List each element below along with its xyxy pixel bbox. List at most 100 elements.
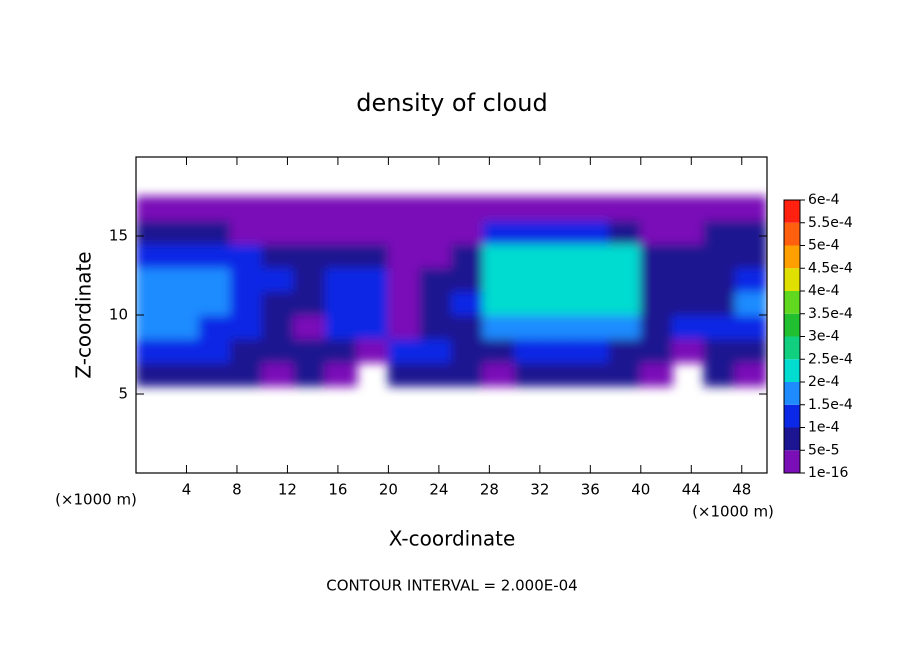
contour-cell	[734, 361, 767, 387]
contour-cell	[324, 290, 358, 316]
contour-cell	[230, 219, 263, 245]
contour-cell	[671, 196, 705, 221]
x-tick-label: 12	[278, 481, 297, 499]
contour-cell	[451, 290, 484, 316]
contour-cell	[324, 361, 358, 387]
contour-cell	[419, 338, 452, 363]
colorbar-swatch	[784, 313, 800, 337]
colorbar-label: 5e-5	[808, 442, 839, 458]
contour-cell	[230, 196, 263, 221]
contour-cell	[703, 361, 736, 387]
contour-cell	[136, 314, 169, 340]
contour-cell	[293, 338, 326, 363]
contour-cell	[293, 219, 326, 245]
chart-title: density of cloud	[356, 89, 547, 117]
colorbar-label: 4.5e-4	[808, 260, 853, 276]
contour-cell	[136, 243, 169, 269]
contour-cell	[451, 219, 484, 245]
contour-cell	[324, 314, 358, 340]
contour-cell	[545, 196, 579, 221]
x-tick-label: 16	[328, 481, 347, 499]
contour-cell	[671, 338, 705, 363]
x-unit-right: (×1000 m)	[692, 503, 774, 521]
colorbar-label: 4e-4	[808, 283, 840, 299]
y-axis-label: Z-coordinate	[72, 251, 96, 378]
x-tick-label: 8	[232, 481, 242, 499]
contour-cell	[734, 219, 767, 245]
contour-cell	[640, 338, 673, 363]
colorbar-swatch	[784, 427, 800, 451]
y-tick-label: 5	[118, 385, 128, 403]
contour-cell	[577, 361, 610, 387]
contour-cell	[167, 314, 200, 340]
colorbar-swatch	[784, 245, 800, 269]
contour-cell	[261, 338, 295, 363]
contour-cell	[577, 338, 610, 363]
contour-cell	[703, 314, 736, 340]
contour-cell	[419, 196, 452, 221]
contour-cell	[608, 196, 642, 221]
contour-cell	[640, 219, 673, 245]
contour-cell	[514, 196, 547, 221]
contour-cell	[703, 290, 736, 316]
contour-cell	[671, 290, 705, 316]
contour-cell	[356, 196, 389, 221]
contour-cell	[608, 243, 642, 269]
contour-cell	[387, 196, 421, 221]
contour-cell	[167, 338, 200, 363]
contour-cell	[703, 196, 736, 221]
x-tick-label: 40	[631, 481, 650, 499]
contour-cell	[324, 196, 358, 221]
contour-cell	[545, 267, 579, 292]
contour-cell	[167, 361, 200, 387]
contour-field	[136, 196, 767, 387]
contour-cell	[387, 314, 421, 340]
contour-cell	[136, 290, 169, 316]
contour-cell	[514, 338, 547, 363]
contour-cell	[608, 267, 642, 292]
contour-cell	[640, 361, 673, 387]
contour-cell	[198, 196, 232, 221]
contour-cell	[198, 338, 232, 363]
contour-cell	[671, 219, 705, 245]
contour-cell	[261, 361, 295, 387]
y-tick-label: 10	[109, 306, 128, 324]
contour-cell	[136, 219, 169, 245]
contour-cell	[671, 314, 705, 340]
contour-cell	[703, 338, 736, 363]
contour-cell	[261, 314, 295, 340]
contour-cell	[387, 267, 421, 292]
contour-cell	[167, 219, 200, 245]
contour-cell	[482, 290, 516, 316]
contour-cell	[261, 243, 295, 269]
contour-cell	[734, 338, 767, 363]
contour-cell	[608, 361, 642, 387]
contour-cell	[136, 361, 169, 387]
contour-cell	[514, 219, 547, 245]
x-tick-label: 36	[581, 481, 600, 499]
colorbar-label: 6e-4	[808, 192, 840, 208]
contour-cell	[387, 219, 421, 245]
contour-cell	[167, 196, 200, 221]
contour-cell	[577, 314, 610, 340]
colorbar-label: 1.5e-4	[808, 397, 853, 413]
contour-cell	[356, 267, 389, 292]
contour-cell	[387, 290, 421, 316]
contour-cell	[545, 243, 579, 269]
contour-cell	[419, 219, 452, 245]
contour-cell	[734, 196, 767, 221]
colorbar-label: 3.5e-4	[808, 306, 853, 322]
contour-cell	[482, 219, 516, 245]
contour-cell	[167, 243, 200, 269]
y-tick-label: 15	[109, 227, 128, 245]
contour-cell	[640, 290, 673, 316]
colorbar-swatch	[784, 404, 800, 428]
contour-cell	[514, 267, 547, 292]
colorbar-label: 2e-4	[808, 374, 840, 390]
colorbar-swatch	[784, 222, 800, 246]
contour-cell	[356, 290, 389, 316]
x-tick-label: 48	[732, 481, 751, 499]
colorbar-swatch	[784, 268, 800, 291]
plot-frame	[135, 156, 768, 474]
